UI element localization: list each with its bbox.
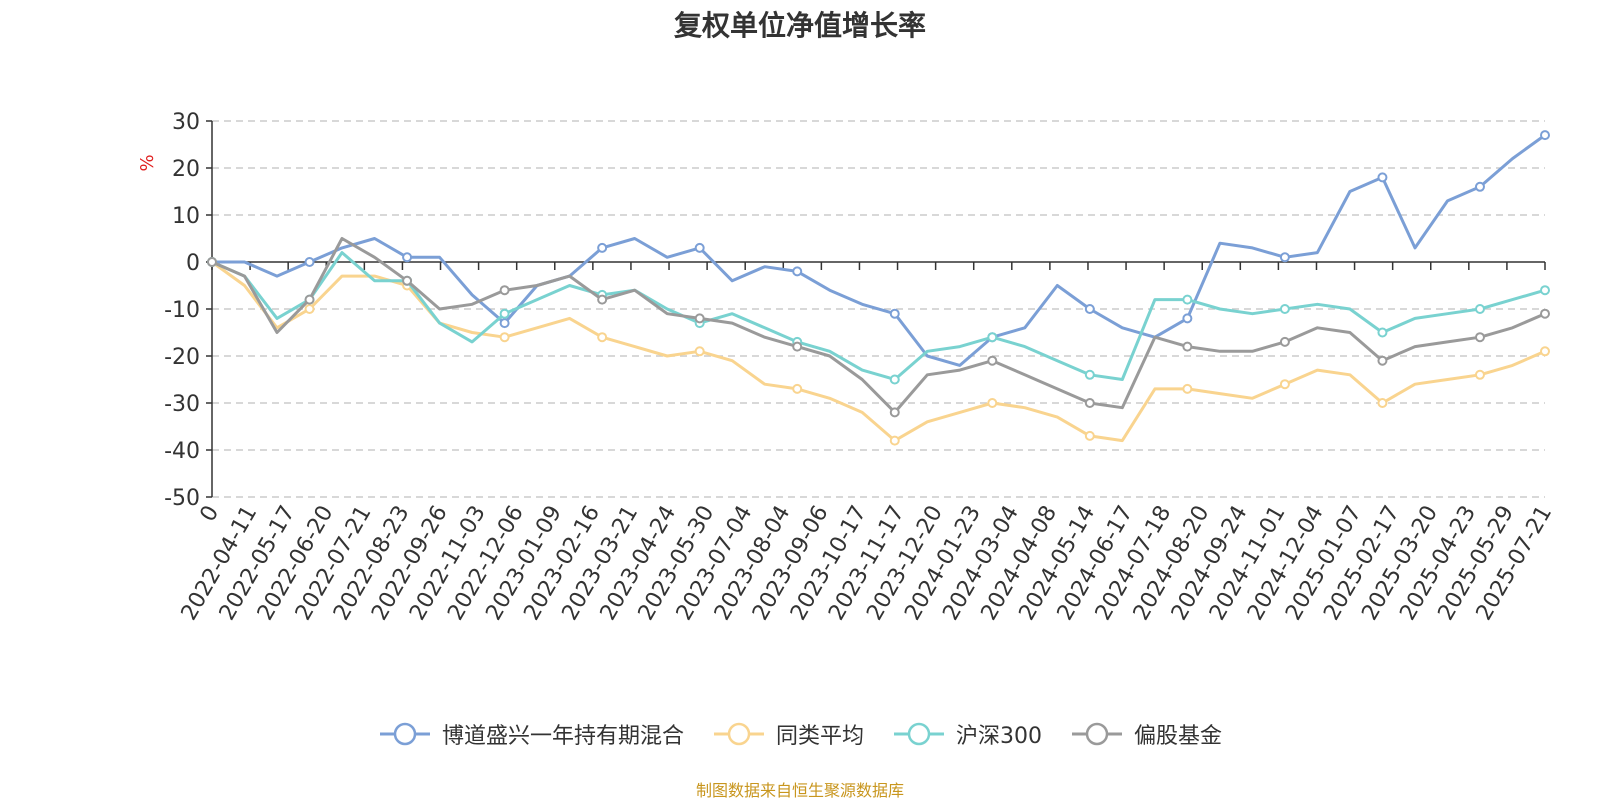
series-point-4: [1084, 398, 1095, 408]
legend-label: 沪深300: [956, 724, 1042, 749]
series-point-4: [694, 313, 705, 324]
series-point-4: [1182, 341, 1193, 352]
series-point-1: [792, 266, 803, 277]
legend-label: 博道盛兴一年持有期混合: [441, 724, 684, 749]
grid-layer: [212, 120, 1545, 498]
series-point-2: [1377, 398, 1388, 408]
series-point-3: [1084, 369, 1095, 380]
y-tick-label: -30: [164, 392, 200, 417]
y-tick-label: -40: [164, 439, 200, 464]
series-layer: [207, 130, 1550, 446]
series-point-4: [1540, 308, 1550, 319]
series-point-2: [987, 398, 998, 408]
series-point-2: [597, 332, 608, 343]
series-point-1: [304, 257, 315, 267]
series-point-2: [1540, 346, 1550, 357]
legend: 博道盛兴一年持有期混合 同类平均 沪深300 偏股基金: [0, 718, 1600, 750]
y-tick-label: 20: [172, 157, 200, 182]
y-tick-label: 0: [186, 251, 200, 276]
series-point-4: [889, 407, 900, 418]
series-point-3: [1474, 304, 1485, 314]
series-line-1: [210, 133, 1547, 367]
legend-item[interactable]: 偏股基金: [1070, 718, 1222, 750]
series-point-1: [402, 252, 413, 263]
series-point-1: [1540, 130, 1550, 141]
series-point-4: [1377, 355, 1388, 366]
series-point-1: [1377, 172, 1388, 183]
series-point-4: [1279, 336, 1290, 347]
series-point-3: [499, 308, 510, 319]
y-tick-label: -10: [164, 298, 200, 323]
y-tick-label: 10: [172, 204, 200, 229]
series-point-2: [1279, 379, 1290, 390]
series-point-3: [889, 374, 900, 385]
series-point-4: [402, 275, 413, 286]
series-point-3: [1540, 285, 1550, 296]
legend-marker-icon: [713, 722, 764, 746]
y-axis-unit: %: [137, 154, 158, 171]
legend-marker-icon: [1072, 722, 1122, 746]
y-tick-label: -20: [164, 345, 200, 370]
series-point-2: [792, 383, 803, 394]
series-point-4: [207, 257, 217, 267]
series-point-1: [1474, 181, 1485, 192]
series-line-4: [210, 237, 1547, 414]
series-point-1: [1182, 313, 1193, 324]
series-point-2: [304, 304, 315, 314]
series-point-3: [1279, 304, 1290, 314]
series-point-2: [1084, 430, 1095, 441]
legend-marker-icon: [379, 722, 430, 746]
legend-item[interactable]: 博道盛兴一年持有期混合: [378, 718, 684, 750]
x-tick-label: 0: [196, 502, 225, 527]
series-point-2: [499, 332, 510, 343]
y-tick-label: 30: [172, 110, 200, 135]
source-note: 制图数据来自恒生聚源数据库: [695, 781, 904, 800]
series-point-3: [1377, 327, 1388, 338]
legend-label: 同类平均: [775, 724, 864, 749]
series-point-1: [499, 318, 510, 329]
series-point-2: [1474, 369, 1485, 380]
series-point-2: [694, 346, 705, 357]
series-point-4: [987, 355, 998, 366]
series-point-4: [792, 341, 803, 352]
series-point-1: [597, 242, 608, 253]
chart-title: 复权单位净值增长率: [673, 9, 926, 42]
series-point-3: [987, 332, 998, 343]
legend-item[interactable]: 同类平均: [712, 718, 864, 750]
legend-label: 偏股基金: [1134, 724, 1223, 749]
y-tick-label: -50: [164, 486, 200, 511]
series-point-4: [499, 285, 510, 296]
legend-item[interactable]: 沪深300: [892, 718, 1042, 750]
series-point-1: [1084, 304, 1095, 314]
series-point-1: [1279, 252, 1290, 263]
series-point-3: [1182, 294, 1193, 305]
series-point-4: [597, 294, 608, 305]
series-line-3: [210, 251, 1547, 381]
series-point-2: [889, 435, 900, 446]
series-point-1: [694, 242, 705, 253]
series-point-4: [304, 294, 315, 305]
series-point-1: [889, 308, 900, 319]
legend-marker-icon: [894, 722, 944, 746]
series-point-4: [1474, 332, 1485, 343]
axis-layer: -50-40-30-20-10010203002022-04-112022-05…: [164, 110, 1557, 625]
series-point-2: [1182, 383, 1193, 394]
